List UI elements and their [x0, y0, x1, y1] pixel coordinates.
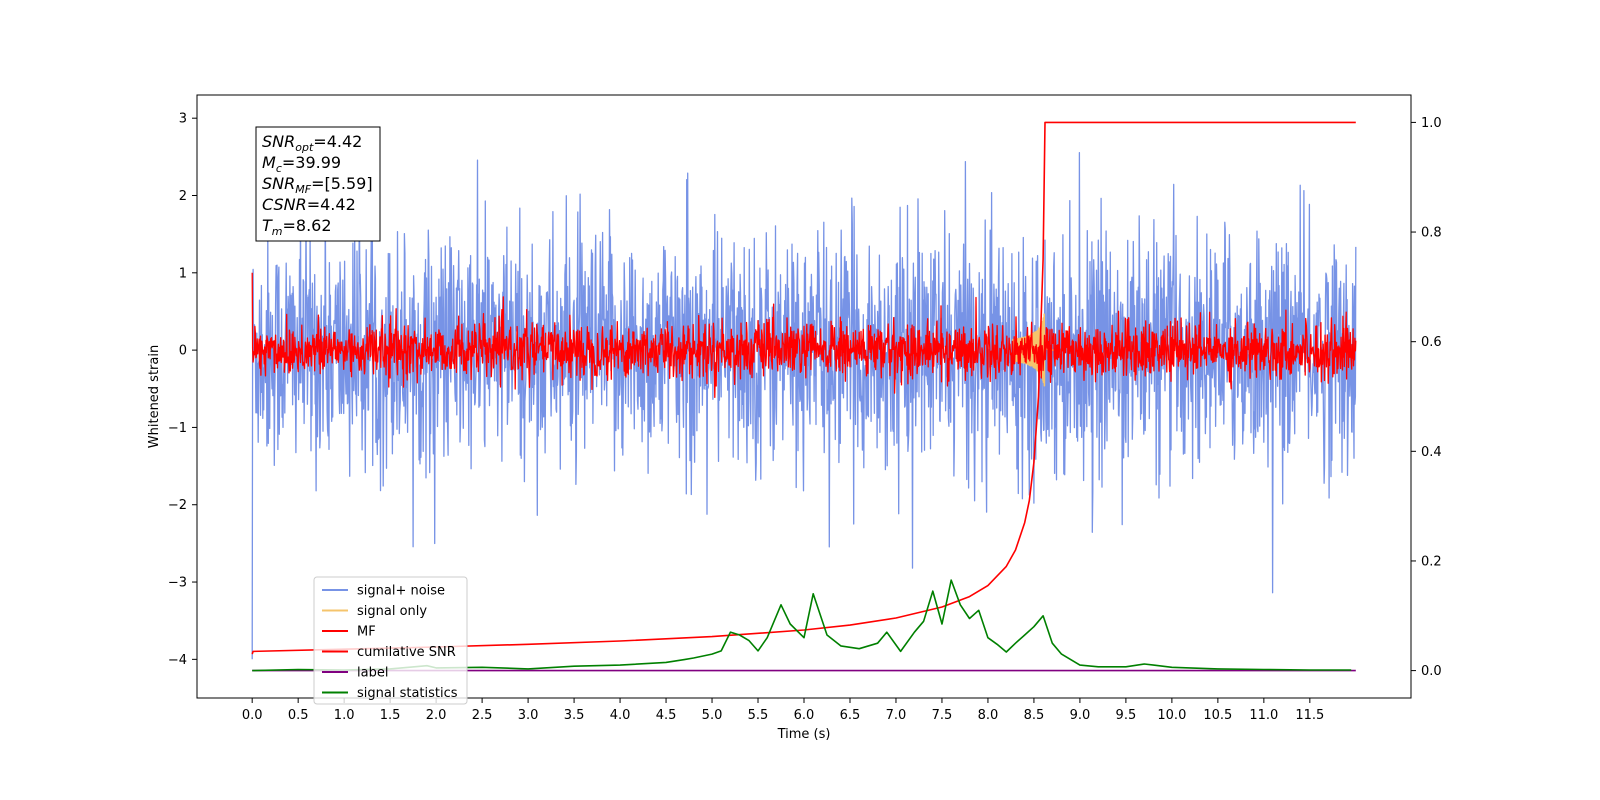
- y-tick-label: −2: [168, 498, 187, 513]
- y-tick-label: −1: [168, 421, 187, 436]
- legend-entry: signal+ noise: [357, 584, 445, 599]
- annotation-symbol: T: [262, 216, 273, 235]
- y-tick-label: 1: [179, 266, 187, 281]
- legend-entry: signal only: [357, 604, 427, 619]
- x-tick-label: 5.0: [702, 708, 723, 723]
- legend: signal+ noise signal only MF cumilative SNR…: [313, 576, 468, 705]
- y-tick-label: −3: [168, 576, 187, 591]
- y-right-tick-label: 1.0: [1421, 116, 1442, 131]
- y-axis-label: Whitened strain: [147, 345, 162, 448]
- x-tick-label: 7.5: [932, 708, 953, 723]
- annotation-subscript: c: [276, 162, 282, 175]
- x-tick-label: 0.0: [242, 708, 263, 723]
- x-tick-label: 5.5: [748, 708, 769, 723]
- y-right-tick-label: 0.2: [1421, 554, 1442, 569]
- series-line-signal-statistics: [252, 579, 1352, 672]
- annotation-frame: [255, 126, 381, 242]
- y-axis-right: 1.0 0.8 0.6 0.4 0.2 0.0: [1411, 116, 1442, 679]
- x-tick-label: 10.5: [1203, 708, 1232, 723]
- annotation-line: Tm=8.62: [262, 216, 332, 238]
- x-tick-label: 3.0: [518, 708, 539, 723]
- x-tick-label: 10.0: [1157, 708, 1186, 723]
- y-right-tick-label: 0.0: [1421, 664, 1442, 679]
- annotation-subscript: opt: [295, 141, 314, 154]
- legend-entry: signal statistics: [357, 686, 458, 701]
- x-tick-label: 11.5: [1295, 708, 1324, 723]
- annotation-line: SNRopt=4.42: [262, 132, 362, 154]
- x-tick-label: 9.0: [1070, 708, 1091, 723]
- x-axis: 0.0 0.5 1.0 1.5 2.0 2.5 3.0 3.5 4.0 4.5 5.0 5.5 6.0 6…: [242, 698, 1324, 723]
- annotation-value: =39.99: [282, 153, 341, 172]
- x-tick-label: 8.0: [978, 708, 999, 723]
- x-tick-label: 6.0: [794, 708, 815, 723]
- legend-entry: MF: [357, 625, 376, 640]
- annotation-value: =8.62: [283, 216, 332, 235]
- legend-entry: cumilative SNR: [357, 645, 456, 660]
- x-tick-label: 11.0: [1249, 708, 1278, 723]
- x-tick-label: 2.5: [472, 708, 493, 723]
- x-tick-label: 8.5: [1024, 708, 1045, 723]
- x-tick-label: 1.5: [380, 708, 401, 723]
- x-tick-label: 4.5: [656, 708, 677, 723]
- y-axis-left: 3 2 1 0 −1 −2 −3 −4: [168, 112, 197, 668]
- annotation-line: Mc=39.99: [262, 153, 341, 175]
- annotation-subscript: MF: [295, 183, 311, 196]
- annotation-symbol: CSNR: [262, 195, 307, 214]
- legend-frame: [313, 576, 468, 705]
- annotation-symbol: M: [262, 153, 276, 172]
- annotation-box: SNRopt=4.42Mc=39.99SNRMF=[5.59]CSNR=4.42…: [255, 126, 381, 242]
- y-right-tick-label: 0.8: [1421, 226, 1442, 241]
- x-tick-label: 7.0: [886, 708, 907, 723]
- y-tick-label: −4: [168, 653, 187, 668]
- series-line-cumilative-snr: [251, 121, 1356, 655]
- x-tick-label: 3.5: [564, 708, 585, 723]
- x-tick-label: 2.0: [426, 708, 447, 723]
- annotation-line: CSNR=4.42: [262, 195, 356, 214]
- x-tick-label: 0.5: [288, 708, 309, 723]
- y-tick-label: 2: [179, 189, 187, 204]
- y-tick-label: 0: [179, 344, 187, 359]
- annotation-value: =[5.59]: [311, 174, 373, 193]
- y-right-tick-label: 0.4: [1421, 445, 1442, 460]
- x-tick-label: 9.5: [1116, 708, 1137, 723]
- legend-entry: label: [357, 666, 388, 681]
- series-line-mf: [251, 272, 1357, 399]
- y-right-tick-label: 0.6: [1421, 335, 1442, 350]
- annotation-symbol: SNR: [262, 132, 295, 151]
- annotation-line: SNRMF=[5.59]: [262, 174, 373, 196]
- series-line-signal-noise: [251, 128, 1357, 660]
- annotation-subscript: m: [272, 225, 283, 238]
- annotation-symbol: SNR: [262, 174, 295, 193]
- annotation-value: =4.42: [307, 195, 356, 214]
- x-tick-label: 6.5: [840, 708, 861, 723]
- annotation-value: =4.42: [313, 132, 362, 151]
- x-axis-label: Time (s): [777, 727, 831, 742]
- y-tick-label: 3: [179, 112, 187, 127]
- x-tick-label: 4.0: [610, 708, 631, 723]
- x-tick-label: 1.0: [334, 708, 355, 723]
